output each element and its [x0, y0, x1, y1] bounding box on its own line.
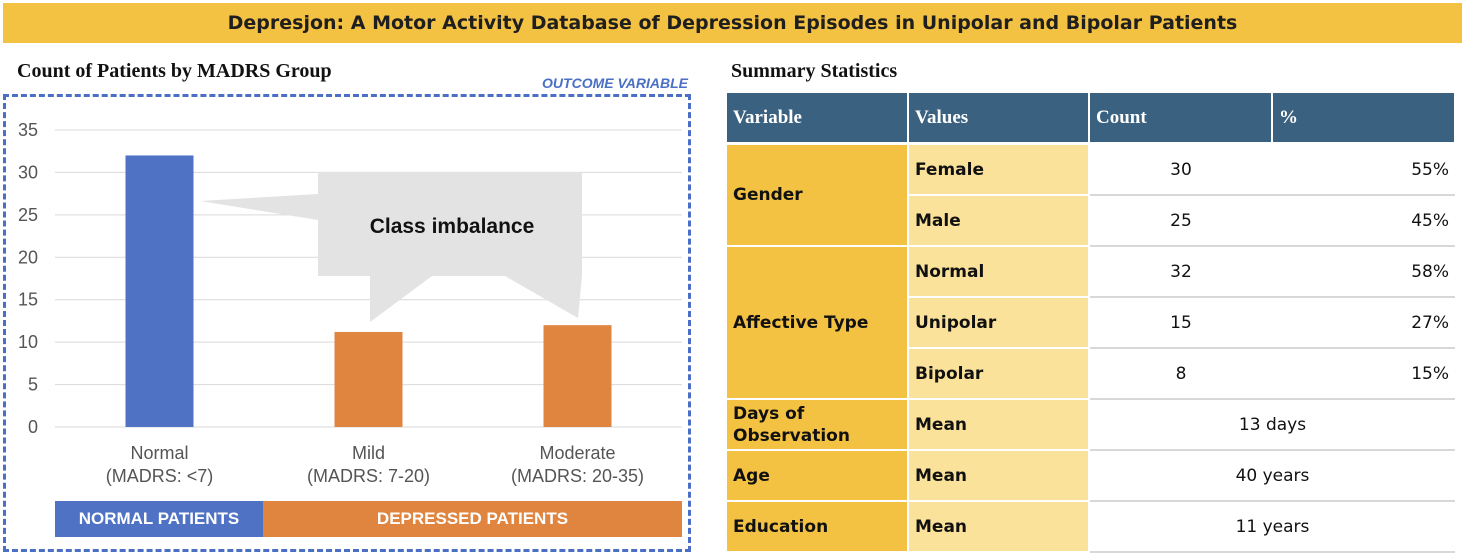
header-count: Count [1089, 93, 1273, 145]
row-value: Mean [908, 399, 1090, 451]
callout-bubble-shape [200, 172, 582, 322]
row-value: Male [908, 195, 1090, 247]
days-label-line2: Observation [733, 425, 850, 446]
table-row: Education Mean 11 years [727, 501, 1455, 553]
page-banner: Depresjon: A Motor Activity Database of … [3, 3, 1462, 43]
row-value: Bipolar [908, 348, 1090, 400]
chart-title: Count of Patients by MADRS Group [17, 60, 332, 82]
row-value: Mean [908, 450, 1090, 502]
summary-statistics-table: Variable Values Count % Gender Female 30… [727, 93, 1456, 553]
x-tick-label: Normal [130, 443, 188, 463]
table-row: Unipolar 15 27% [727, 297, 1455, 349]
outcome-variable-label: OUTCOME VARIABLE [542, 75, 688, 91]
row-percent: 58% [1272, 246, 1455, 298]
y-tick-label: 35 [18, 120, 38, 140]
row-count: 8 [1089, 348, 1272, 400]
row-value: Mean [908, 501, 1090, 553]
bar-chart: Class imbalance 0 5 10 15 20 25 30 35 Normal (MA… [18, 120, 682, 486]
y-tick-label: 15 [18, 290, 38, 310]
header-percent: % [1272, 93, 1456, 145]
y-tick-label: 0 [28, 417, 38, 437]
bar [125, 155, 194, 427]
gender-label: Gender [727, 143, 909, 247]
table-row: Days of Observation Mean 13 days [727, 399, 1455, 451]
bar [543, 325, 612, 427]
row-count: 25 [1089, 195, 1272, 247]
x-tick-label: (MADRS: 20-35) [511, 466, 644, 486]
days-label-line1: Days of [733, 403, 805, 424]
row-percent: 55% [1272, 143, 1455, 196]
row-result: 13 days [1089, 399, 1455, 451]
row-percent: 27% [1272, 297, 1455, 349]
row-result: 11 years [1089, 501, 1455, 553]
age-label: Age [727, 450, 909, 502]
row-value: Female [908, 143, 1090, 196]
header-values: Values [908, 93, 1090, 145]
table-row: Bipolar 8 15% [727, 348, 1455, 400]
y-tick-label: 30 [18, 162, 38, 182]
row-percent: 15% [1272, 348, 1455, 400]
table-title: Summary Statistics [731, 60, 898, 82]
depressed-patients-band: DEPRESSED PATIENTS [263, 501, 682, 537]
x-tick-label: Moderate [539, 443, 615, 463]
table-row: Age Mean 40 years [727, 450, 1455, 502]
bar [334, 331, 403, 427]
y-axis-ticks: 0 5 10 15 20 25 30 35 [18, 120, 38, 437]
y-tick-label: 25 [18, 205, 38, 225]
callout-text: Class imbalance [370, 215, 535, 238]
row-value: Normal [908, 246, 1090, 298]
row-count: 30 [1089, 143, 1272, 196]
days-of-observation-label: Days of Observation [727, 399, 909, 451]
row-count: 32 [1089, 246, 1272, 298]
x-tick-label: (MADRS: 7-20) [307, 466, 430, 486]
y-tick-label: 20 [18, 247, 38, 267]
affective-type-label: Affective Type [727, 246, 909, 400]
x-axis-labels: Normal (MADRS: <7) Mild (MADRS: 7-20) Modera… [106, 443, 644, 486]
row-count: 15 [1089, 297, 1272, 349]
header-variable: Variable [727, 93, 909, 145]
education-label: Education [727, 501, 909, 553]
class-imbalance-callout: Class imbalance [200, 172, 582, 322]
table-row: Affective Type Normal 32 58% [727, 246, 1455, 400]
table-row: Gender Female 30 55% [727, 143, 1455, 247]
row-result: 40 years [1089, 450, 1455, 502]
x-tick-label: Mild [352, 443, 385, 463]
outcome-dashed-box [3, 94, 691, 552]
row-value: Unipolar [908, 297, 1090, 349]
chart-bars [125, 155, 612, 427]
table-row: Male 25 45% [727, 195, 1455, 247]
row-percent: 45% [1272, 195, 1455, 247]
normal-patients-band: NORMAL PATIENTS [55, 501, 263, 537]
y-tick-label: 5 [28, 375, 38, 395]
x-tick-label: (MADRS: <7) [106, 466, 214, 486]
table-header-row: Variable Values Count % [727, 93, 1456, 145]
y-tick-label: 10 [18, 332, 38, 352]
